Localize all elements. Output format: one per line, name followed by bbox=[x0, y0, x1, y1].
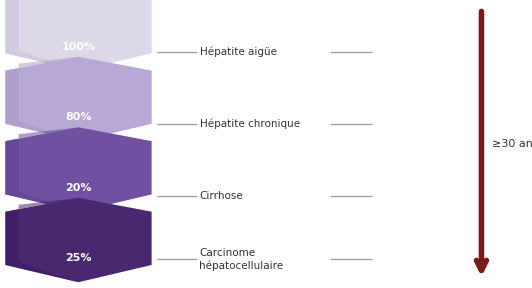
Polygon shape bbox=[5, 0, 152, 71]
Text: 100%: 100% bbox=[61, 42, 96, 52]
Text: 80%: 80% bbox=[65, 112, 92, 122]
Text: 20%: 20% bbox=[65, 183, 92, 193]
Text: Cirrhose: Cirrhose bbox=[200, 191, 243, 201]
Polygon shape bbox=[5, 127, 79, 212]
Polygon shape bbox=[5, 198, 152, 282]
Polygon shape bbox=[5, 198, 79, 282]
Text: Carcinome
hépatocellulaire: Carcinome hépatocellulaire bbox=[200, 248, 284, 271]
Polygon shape bbox=[5, 0, 79, 71]
Text: Hépatite aigüe: Hépatite aigüe bbox=[200, 47, 277, 57]
Text: Hépatite chronique: Hépatite chronique bbox=[200, 119, 300, 129]
Polygon shape bbox=[5, 127, 152, 212]
Text: 25%: 25% bbox=[65, 253, 92, 264]
Text: ≥30 ans: ≥30 ans bbox=[492, 139, 532, 149]
Polygon shape bbox=[5, 57, 79, 141]
Polygon shape bbox=[5, 57, 152, 141]
